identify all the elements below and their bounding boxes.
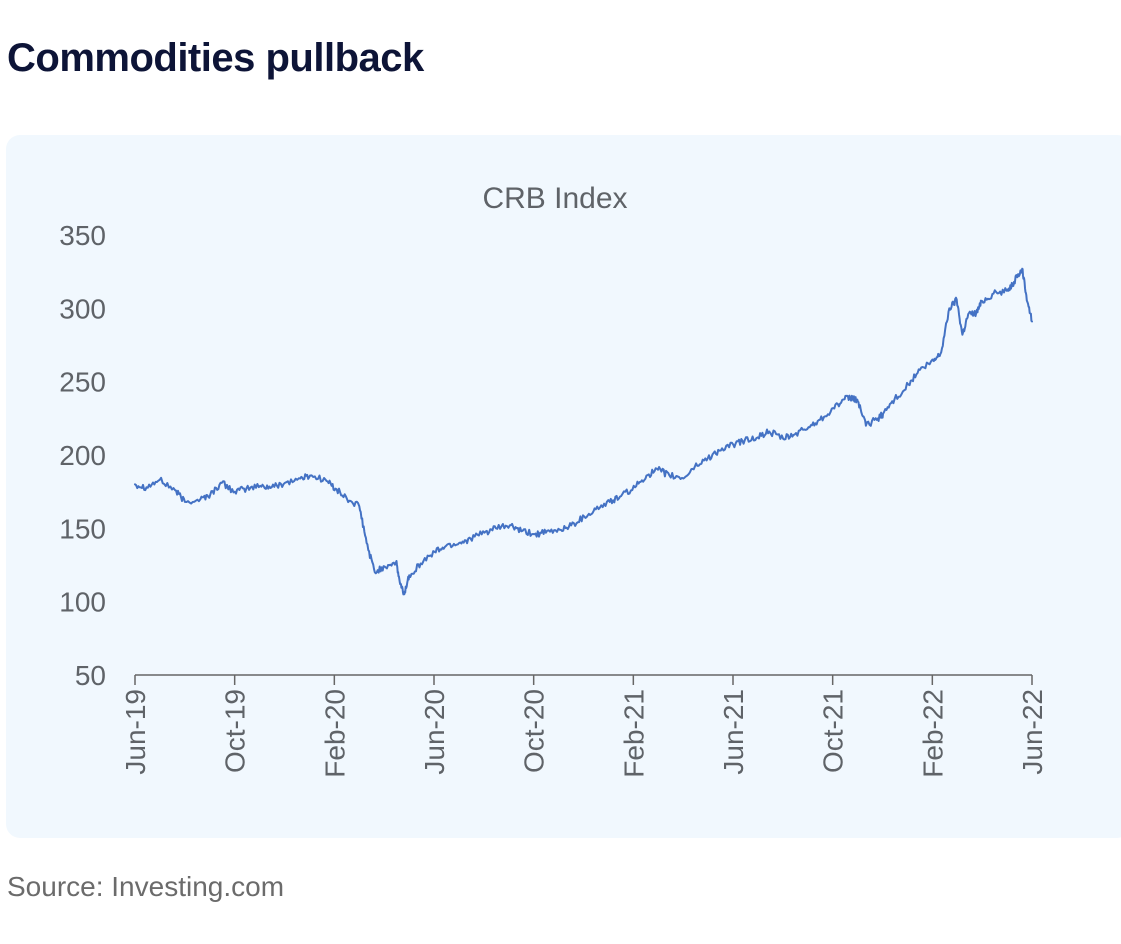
series-line-crb-index — [134, 267, 1033, 596]
page-title: Commodities pullback — [7, 36, 424, 80]
y-tick-label: 300 — [59, 293, 106, 324]
y-tick-label: 200 — [59, 440, 106, 471]
x-tick-label: Feb-22 — [917, 689, 948, 778]
x-tick-label: Feb-20 — [319, 689, 350, 778]
crb-index-chart: CRB Index 50 100 150 200 250 300 350 Jun-19 Oct-… — [59, 182, 1048, 778]
x-tick-label: Feb-21 — [618, 689, 649, 778]
y-tick-label: 250 — [59, 367, 106, 398]
x-tick-label: Oct-19 — [220, 689, 251, 773]
y-tick-label: 50 — [75, 660, 106, 691]
y-tick-label: 150 — [59, 513, 106, 544]
chart-title: CRB Index — [482, 182, 627, 215]
y-tick-label: 350 — [59, 220, 106, 251]
x-tick-label: Jun-19 — [120, 689, 151, 775]
source-note: Source: Investing.com — [7, 871, 285, 902]
y-tick-label: 100 — [59, 587, 106, 618]
x-tick-label: Jun-22 — [1017, 689, 1048, 775]
x-tick-label: Jun-20 — [419, 689, 450, 775]
x-tick-label: Oct-20 — [519, 689, 550, 773]
x-tick-label: Jun-21 — [718, 689, 749, 775]
x-tick-label: Oct-21 — [818, 689, 849, 773]
chart-card: CRB Index 50 100 150 200 250 300 350 Jun-19 Oct-… — [6, 135, 1121, 838]
